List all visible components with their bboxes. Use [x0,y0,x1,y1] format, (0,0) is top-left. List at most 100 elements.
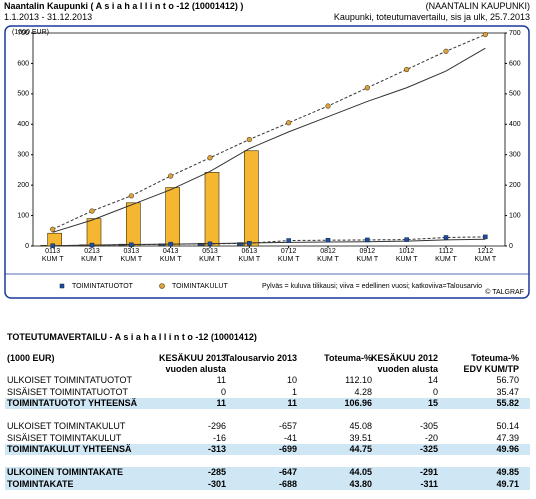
y-tick-label: 600 [17,60,29,67]
x-tick-label: 1112 KUM T [435,248,457,263]
point-marker [207,155,213,161]
y-tick-label: 100 [17,212,29,219]
table-title: TOTEUTUMAVERTAILU - A s i a h a l l i n … [7,332,257,342]
cell-value: -16 [212,432,226,443]
cell-value: -301 [207,478,226,489]
column-header: Toteuma-% [324,353,372,363]
point-marker [128,193,134,199]
y2-tick-label: 700 [509,30,521,37]
x-tick-label: 1012 KUM T [395,248,418,263]
y2-tick-label: 200 [509,182,521,189]
cell-value: 47.39 [496,432,519,443]
point-marker [207,241,213,247]
row-label: ULKOISET TOIMINTAKULUT [7,421,126,431]
column-header: EDV KUM/TP [463,364,519,374]
total-row-band [5,466,530,478]
row-label: ULKOINEN TOIMINTAKATE [7,467,123,477]
org-name: (NAANTALIN KAUPUNKI) [425,1,530,11]
report-title: Naantalin Kaupunki ( A s i a h a l l i n… [4,1,244,11]
row-label: SISÄISET TOIMINTATUOTOT [7,386,129,397]
point-marker [286,120,292,126]
legend-marker [59,283,65,289]
y2-tick-label: 400 [509,121,521,128]
point-marker [246,136,252,143]
point-marker [168,241,173,247]
point-marker [404,237,409,242]
cell-value: -647 [278,467,297,477]
x-tick-label: 0812 KUM T [317,248,339,263]
cell-value: -325 [419,444,438,454]
cell-value: 0 [432,386,438,397]
row-label: TOIMINTAKULUT YHTEENSÄ [7,444,132,454]
cell-value: 49.96 [496,444,519,454]
point-marker [168,173,174,179]
y2-tick-label: 100 [509,212,521,219]
copyright: © TALGRAF [485,288,524,296]
x-tick-label: 0912 KUM T [356,248,379,263]
y2-tick-label: 500 [509,91,521,98]
point-marker [483,234,488,240]
cell-value: 106.96 [344,398,372,408]
point-marker [364,85,370,91]
column-header: Toteuma-% [471,353,519,363]
total-row-band [5,397,530,409]
column-header: (1000 EUR) [7,353,55,363]
bar [244,150,259,247]
legend-label: TOIMINTAKULUT [172,283,228,290]
x-tick-label: 1212 KUM T [474,248,497,263]
y2-tick-label: 600 [509,60,521,67]
report-subtitle: Kaupunki, toteutumavertailu, sis ja ulk,… [333,12,530,22]
cell-value: 11 [216,398,226,408]
cell-value: 0 [220,386,226,397]
cell-value: -285 [207,467,226,477]
cell-value: -41 [283,432,297,443]
period: 1.1.2013 - 31.12.2013 [4,12,93,22]
cell-value: 1 [291,386,297,397]
y-tick-label: 500 [17,91,29,98]
y-axis-label: (1000 EUR) [12,29,49,36]
point-marker [50,243,55,248]
x-tick-label: 0613 KUM T [238,248,261,263]
cell-value: 11 [287,398,297,408]
row-label: ULKOISET TOIMINTATUOTOT [7,375,133,385]
cell-value: -20 [424,432,438,443]
bar [86,218,102,247]
cell-value: 10 [286,375,297,385]
cell-value: 4.28 [354,386,372,397]
point-marker [129,242,134,248]
point-marker [443,48,449,54]
bar [126,202,141,247]
point-marker [404,66,410,73]
cell-value: -305 [419,421,438,431]
y-tick-label: 700 [17,30,29,37]
point-marker [89,242,95,248]
cell-value: -291 [419,467,438,477]
point-marker [50,226,56,232]
cell-value: 44.75 [349,444,372,454]
row-label: TOIMINTAKATE [7,478,74,489]
cell-value: 35.47 [496,386,519,397]
total-row-band [5,443,530,455]
row-label: TOIMINTATUOTOT YHTEENSÄ [7,398,138,408]
y-tick-label: 400 [17,121,29,128]
x-tick-label: 0712 KUM T [277,248,300,263]
x-tick-label: 0213 KUM T [81,248,103,263]
y2-tick-label: 0 [509,243,513,250]
chart: (1000 EUR) 0 100 200 300 400 500 600 700 0 100 200… [4,25,530,299]
y2-tick-label: 300 [509,152,521,159]
column-header: Talousarvio 2013 [224,353,297,363]
legend-label: TOIMINTATUOTOT [72,283,134,290]
column-header: KESÄKUU 2012 [370,353,438,363]
legend-marker [159,283,165,289]
budget-line [52,34,486,230]
point-marker [325,103,331,109]
cell-value: 11 [216,375,226,385]
bar [40,245,47,247]
column-header: vuoden alusta [377,364,438,374]
cell-value: 14 [427,375,438,385]
column-header: vuoden alusta [165,364,226,374]
cell-value: -657 [278,421,297,431]
cell-value: 49.85 [496,467,519,477]
cell-value: -313 [207,444,226,454]
point-marker [286,238,291,243]
